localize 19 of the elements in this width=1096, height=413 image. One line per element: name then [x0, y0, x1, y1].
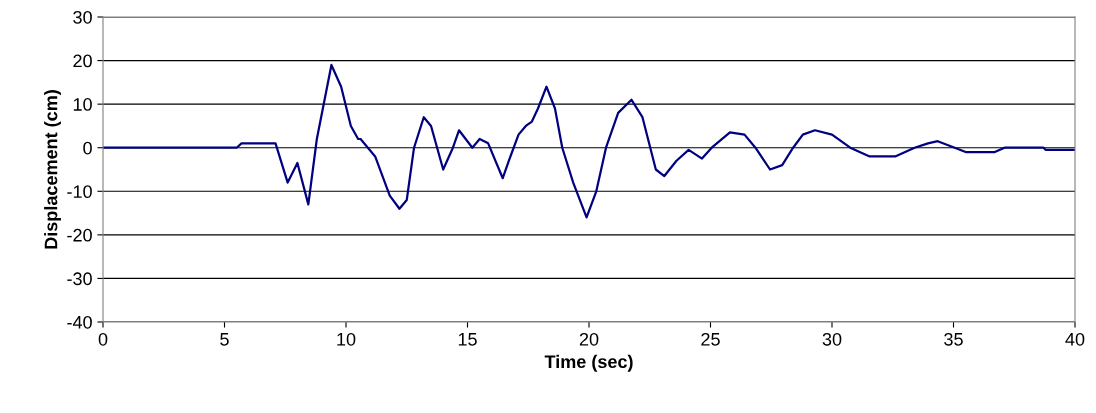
- y-tick-label: -10: [67, 185, 92, 199]
- x-tick-label: 35: [944, 332, 963, 346]
- y-tick-label: 30: [73, 10, 92, 24]
- y-tick-label: 20: [73, 54, 92, 68]
- x-axis-title: Time (sec): [544, 354, 633, 372]
- x-tick-label: 25: [701, 332, 720, 346]
- x-tick-label: 0: [98, 332, 108, 346]
- x-tick-label: 10: [337, 332, 356, 346]
- y-tick-label: 0: [83, 141, 92, 155]
- y-tick-label: -20: [67, 228, 92, 242]
- y-tick-label: -40: [67, 315, 92, 329]
- y-tick-label: 10: [73, 98, 92, 111]
- x-tick-label: 5: [220, 333, 229, 346]
- x-tick-label: 40: [1065, 332, 1085, 346]
- y-tick-label: -30: [67, 272, 92, 286]
- x-tick-label: 30: [822, 332, 842, 346]
- x-tick-label: 15: [458, 333, 477, 346]
- y-axis-title: Displacement (cm): [44, 90, 61, 249]
- x-tick-label: 20: [579, 332, 599, 346]
